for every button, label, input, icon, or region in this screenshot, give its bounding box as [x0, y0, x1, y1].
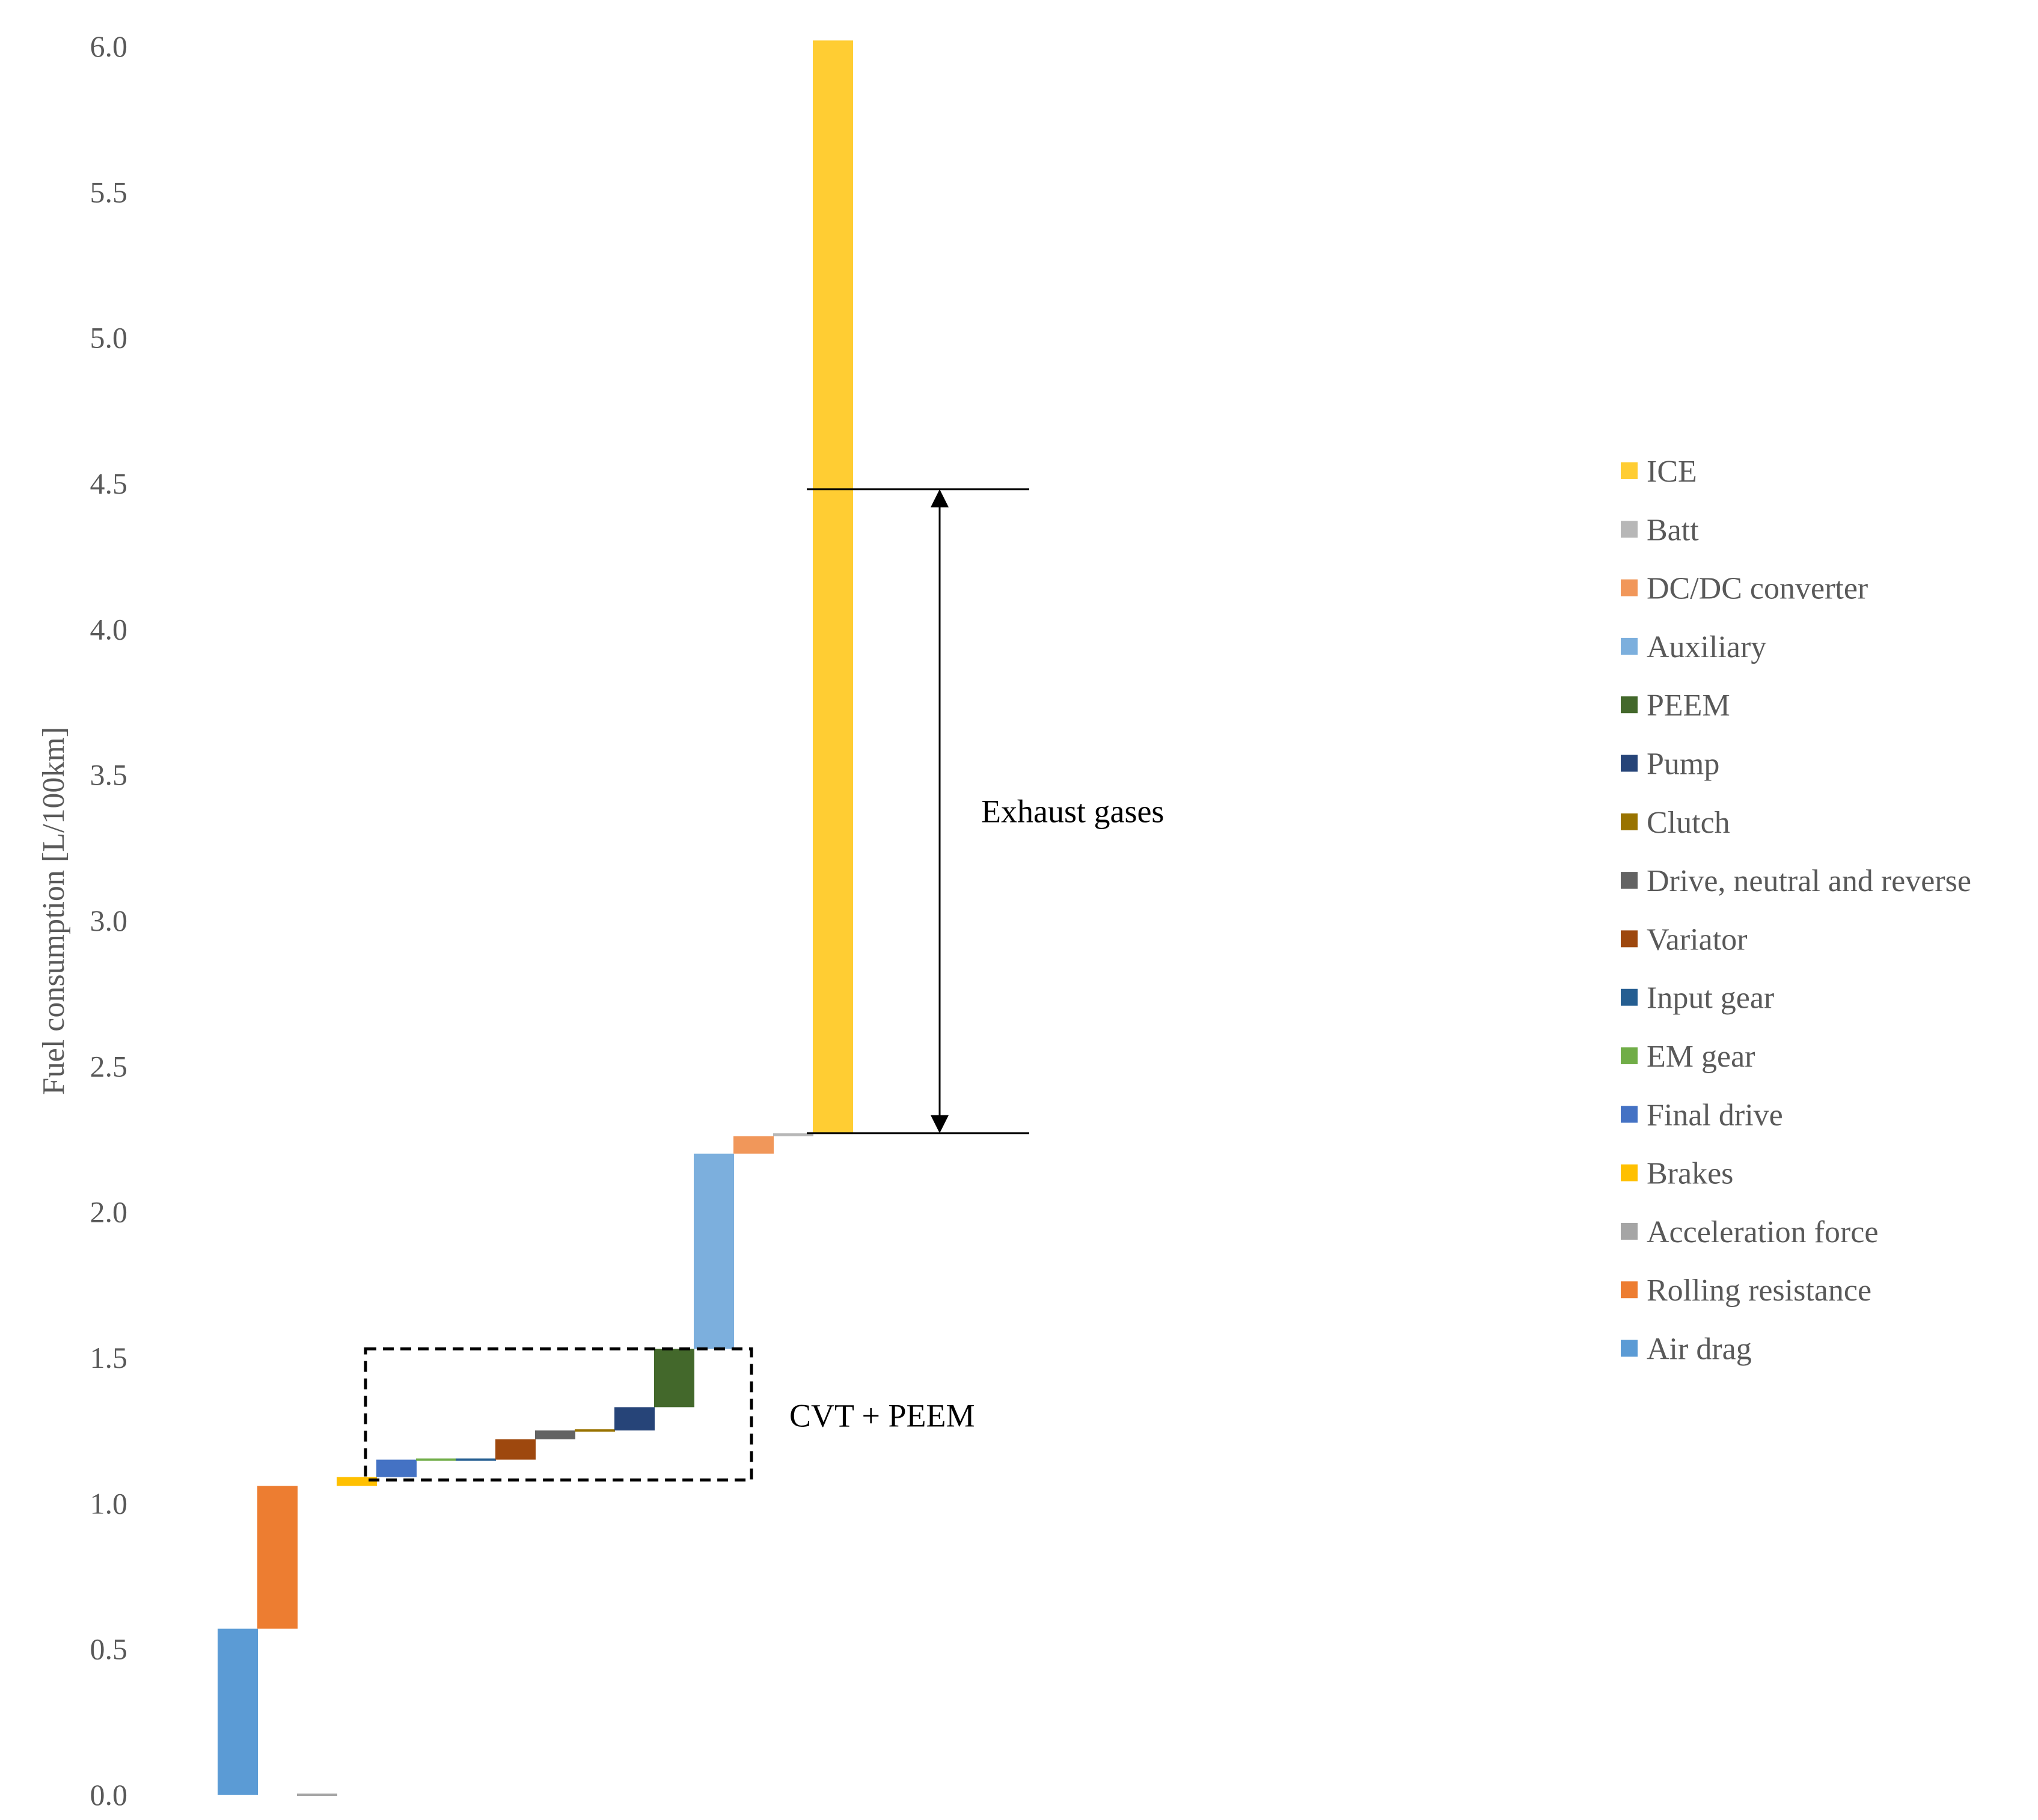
legend-label-brakes: Brakes [1647, 1157, 1733, 1191]
legend-swatch-rolling-resistance [1621, 1281, 1638, 1299]
legend-swatch-brakes [1621, 1164, 1638, 1181]
y-axis-title: Fuel consumption [L/100km] [37, 727, 71, 1095]
bar-auxiliary [694, 1153, 734, 1349]
bar-input-gear [456, 1458, 496, 1461]
legend-label-pump: Pump [1647, 747, 1719, 782]
y-tick-label: 5.5 [90, 175, 128, 209]
y-tick-label: 0.0 [90, 1778, 128, 1812]
legend-label-peem: PEEM [1647, 688, 1730, 723]
bar-em-gear [416, 1458, 456, 1461]
bar-variator [495, 1439, 536, 1460]
cvt-peem-label: CVT + PEEM [789, 1398, 975, 1434]
exhaust-arrow-up-head [931, 489, 949, 507]
legend-swatch-auxiliary [1621, 637, 1638, 655]
bar-ice [813, 40, 853, 1133]
legend-label-em-gear: EM gear [1647, 1040, 1755, 1074]
legend-swatch-final-drive [1621, 1106, 1638, 1123]
legend-label-input-gear: Input gear [1647, 981, 1774, 1016]
y-tick-label: 5.0 [90, 321, 128, 355]
bar-clutch [575, 1429, 615, 1432]
cvt-peem-box [364, 1347, 753, 1482]
legend-label-dc-dc-converter: DC/DC converter [1647, 572, 1868, 606]
legend-swatch-ice [1621, 462, 1638, 479]
y-tick-label: 6.0 [90, 29, 128, 63]
bar-peem [654, 1349, 694, 1408]
bar-rolling-resistance [257, 1486, 298, 1629]
legend-swatch-acceleration-force [1621, 1222, 1638, 1240]
bar-batt [773, 1133, 813, 1136]
legend-label-acceleration-force: Acceleration force [1647, 1215, 1878, 1249]
legend-swatch-pump [1621, 755, 1638, 772]
legend-label-variator: Variator [1647, 922, 1747, 957]
legend-label-auxiliary: Auxiliary [1647, 630, 1766, 664]
bar-dc-dc-converter [733, 1136, 774, 1154]
bar-acceleration-force [297, 1794, 337, 1796]
legend-label-clutch: Clutch [1647, 806, 1730, 840]
legend-swatch-peem [1621, 696, 1638, 714]
legend-swatch-air-drag [1621, 1340, 1638, 1357]
exhaust-arrow-down-head [931, 1115, 949, 1133]
y-tick-label: 4.0 [90, 612, 128, 646]
bar-drive-neutral-and-reverse [535, 1430, 575, 1439]
legend-label-batt: Batt [1647, 513, 1699, 547]
legend-label-ice: ICE [1647, 455, 1697, 489]
legend-swatch-batt [1621, 521, 1638, 538]
bar-pump [614, 1407, 655, 1431]
y-tick-label: 3.5 [90, 758, 128, 792]
y-tick-label: 3.0 [90, 904, 128, 937]
y-axis-ticks: 0.0 0.5 1.0 1.5 2.0 2.5 3.0 3.5 4.0 4.5 5.0 5.5 6.0 [90, 29, 128, 1812]
legend-label-final-drive: Final drive [1647, 1098, 1783, 1132]
legend-label-drive-neutral-and-reverse: Drive, neutral and reverse [1647, 864, 1971, 898]
legend-swatch-input-gear [1621, 988, 1638, 1006]
legend-label-rolling-resistance: Rolling resistance [1647, 1273, 1871, 1308]
bars [218, 40, 853, 1796]
y-tick-label: 4.5 [90, 467, 128, 500]
bar-final-drive [376, 1459, 417, 1477]
bar-brakes [337, 1477, 377, 1486]
exhaust-gases-label: Exhaust gases [981, 793, 1164, 829]
y-tick-label: 2.0 [90, 1195, 128, 1229]
legend-swatch-dc-dc-converter [1621, 579, 1638, 596]
y-tick-label: 1.5 [90, 1341, 128, 1374]
annotations: Exhaust gases CVT + PEEM [364, 488, 1164, 1482]
legend-swatch-variator [1621, 930, 1638, 948]
legend-label-air-drag: Air drag [1647, 1332, 1752, 1367]
y-tick-label: 2.5 [90, 1049, 128, 1083]
legend-swatch-em-gear [1621, 1047, 1638, 1064]
y-tick-label: 0.5 [90, 1632, 128, 1666]
bar-air-drag [218, 1628, 258, 1795]
legend-swatch-clutch [1621, 813, 1638, 830]
legend: ICE Batt DC/DC converter Auxiliary PEEM Pump C… [1621, 455, 1971, 1367]
legend-swatch-drive-neutral-and-reverse [1621, 872, 1638, 889]
y-tick-label: 1.0 [90, 1486, 128, 1520]
